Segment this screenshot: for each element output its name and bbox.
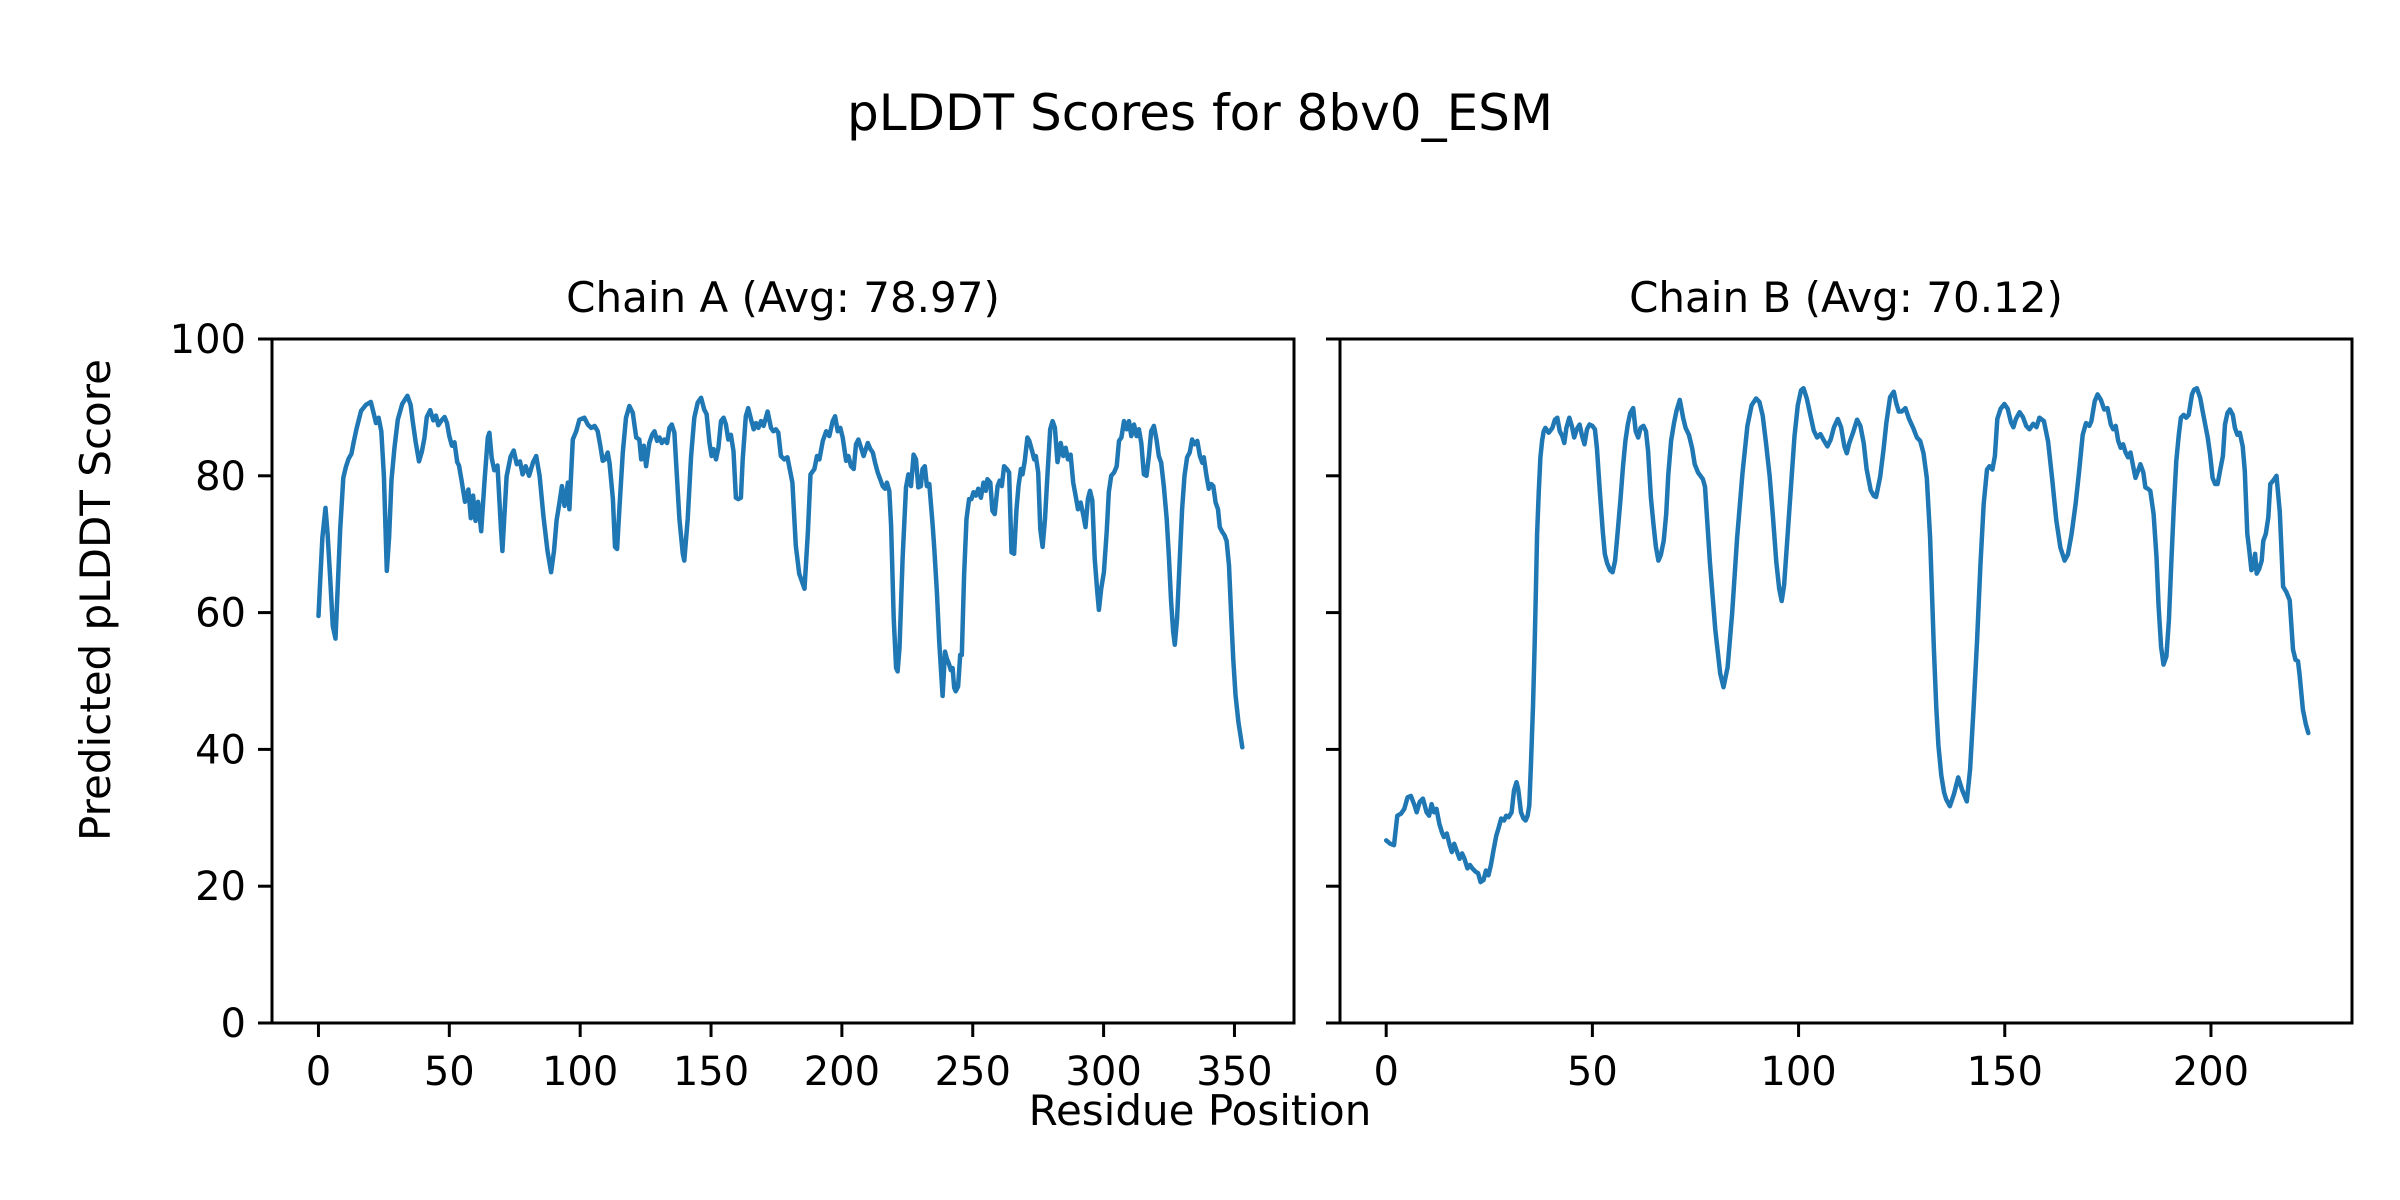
y-axis-label: Predicted pLDDT Score	[71, 359, 120, 841]
x-axis-label: Residue Position	[1029, 1086, 1372, 1135]
x-tick-label: 200	[804, 1049, 880, 1095]
x-tick-label: 50	[424, 1049, 475, 1095]
plddt-line-chain-a	[316, 393, 1245, 750]
axes-frame-a	[270, 337, 1296, 1025]
x-tick-label: 300	[1065, 1049, 1141, 1095]
subplot-a-title: Chain A (Avg: 78.97)	[566, 273, 1000, 322]
plddt-line-chain-b	[1383, 385, 2311, 885]
y-tick-label: 20	[195, 864, 246, 910]
x-tick-label: 250	[935, 1049, 1011, 1095]
x-tick-label: 50	[1567, 1049, 1618, 1095]
x-tick-label: 100	[1760, 1049, 1836, 1095]
y-tick-label: 0	[221, 1001, 246, 1047]
y-tick-label: 40	[195, 727, 246, 773]
y-tick-label: 60	[195, 591, 246, 637]
y-tick-label: 100	[170, 317, 246, 363]
x-tick-label: 200	[2173, 1049, 2249, 1095]
axes-frame-b	[1338, 337, 2354, 1025]
y-tick-label: 80	[195, 454, 246, 500]
subplot-chain-a: Chain A (Avg: 78.97) 0 50 100 150 200 250 300 3…	[170, 273, 1296, 1095]
axes-ticks-b: 0 50 100 150 200	[1326, 337, 2249, 1095]
x-tick-label: 150	[673, 1049, 749, 1095]
subplot-chain-b: Chain B (Avg: 70.12) 0 50 100 150 200	[1326, 273, 2354, 1095]
x-tick-label: 0	[306, 1049, 331, 1095]
figure-title: pLDDT Scores for 8bv0_ESM	[847, 84, 1553, 142]
x-tick-label: 100	[542, 1049, 618, 1095]
x-tick-label: 0	[1373, 1049, 1398, 1095]
subplot-b-title: Chain B (Avg: 70.12)	[1629, 273, 2063, 322]
x-tick-label: 150	[1967, 1049, 2043, 1095]
axes-ticks-a: 0 50 100 150 200 250 300 350 0 20 40 60 80 100	[170, 317, 1273, 1095]
x-tick-label: 350	[1196, 1049, 1272, 1095]
